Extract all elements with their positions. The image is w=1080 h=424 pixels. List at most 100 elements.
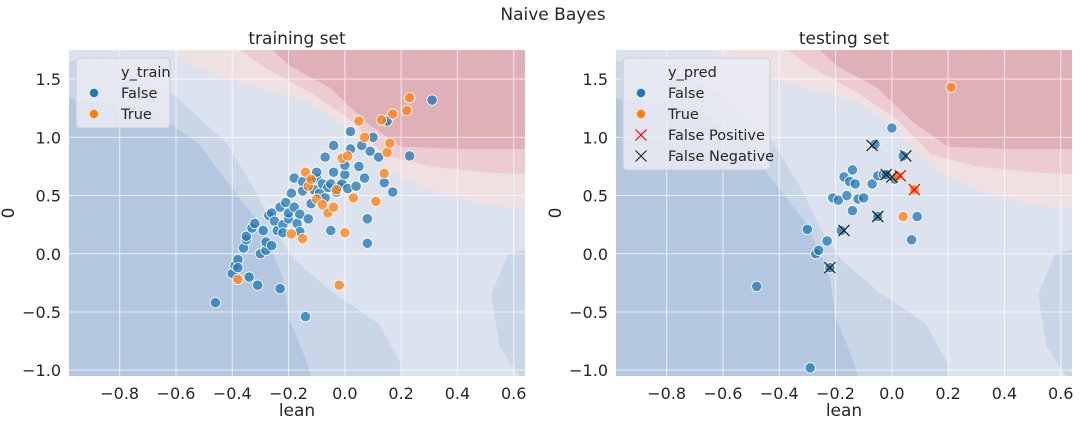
false-point (251, 279, 264, 291)
false-point (849, 178, 861, 190)
contour-blue-3 (69, 98, 312, 376)
false-point (869, 138, 881, 150)
false-point (319, 151, 331, 163)
true-point (342, 150, 354, 162)
legend-marker (89, 109, 99, 119)
true-point (401, 104, 413, 117)
true-point (353, 115, 365, 127)
true-point (305, 173, 317, 185)
true-point (897, 210, 909, 223)
false-point (813, 244, 825, 256)
contour-red-3 (272, 50, 525, 149)
y-tick-label: 0.0 (36, 245, 61, 264)
false-point (325, 224, 337, 237)
false-negative-marker (885, 170, 898, 183)
false-point (299, 311, 312, 323)
true-point (370, 195, 382, 207)
true-point (403, 92, 416, 104)
y-tick-label: −0.5 (22, 303, 61, 322)
true-point (378, 167, 390, 180)
true-point (358, 131, 371, 143)
y-tick-label: 0.5 (36, 187, 61, 206)
false-point (285, 187, 297, 199)
x-tick-label: −0.6 (704, 384, 743, 403)
false-point (804, 362, 816, 374)
false-point (378, 177, 390, 189)
true-point (387, 108, 399, 120)
points (751, 81, 957, 374)
legend: y_pred False True False Positive False Negat… (622, 57, 774, 171)
legend-entry-label: True (120, 107, 152, 123)
false-point (361, 213, 373, 225)
x-tick-label: −0.6 (157, 384, 196, 403)
false-point (350, 180, 362, 192)
true-point (384, 137, 396, 149)
false-point (249, 217, 261, 230)
true-point (333, 279, 345, 291)
panel-title: testing set (799, 29, 890, 49)
panel-title: training set (248, 29, 346, 49)
x-tick-label: −0.2 (816, 384, 855, 403)
legend-marker (89, 88, 99, 98)
legend-marker (635, 150, 647, 162)
legend-entry-label: False (121, 86, 157, 102)
points (209, 92, 438, 323)
false-positive-marker (908, 183, 921, 196)
x-axis-label: lean (826, 401, 862, 421)
x-tick-label: 0.4 (445, 384, 470, 403)
false-negative-marker (866, 139, 879, 152)
false-negative-marker (899, 149, 912, 162)
true-point (347, 192, 359, 204)
false-point (266, 240, 278, 252)
false-point (911, 210, 923, 223)
true-point (330, 184, 343, 196)
x-tick-label: 0.4 (992, 384, 1017, 403)
x-tick-label: 0.2 (388, 384, 413, 403)
x-tick-label: −0.8 (100, 384, 139, 403)
legend: y_train False True (75, 57, 171, 129)
false-point (294, 208, 306, 220)
false-point (339, 168, 351, 181)
false-negative-marker (823, 261, 836, 274)
x-tick-label: 0.2 (935, 384, 960, 403)
false-negative-marker (871, 210, 884, 223)
true-point (375, 114, 388, 126)
false-point (897, 150, 909, 162)
true-point (945, 81, 957, 93)
false-point (280, 196, 292, 209)
false-point (426, 94, 438, 106)
x-tick-label: −0.4 (760, 384, 799, 403)
false-point (243, 271, 255, 283)
testing-set-panel: −0.8 −0.6 −0.4 −0.2 0.0 0.2 0.4 0.6 −1.0 −0.5 0.0 0… (546, 29, 1073, 421)
false-point (846, 164, 859, 176)
false-point (327, 139, 340, 152)
y-tick-label: 0.5 (583, 187, 608, 206)
x-tick-label: 0.0 (879, 384, 904, 403)
legend-box (622, 57, 771, 171)
false-point (387, 186, 399, 198)
false-point (846, 205, 859, 217)
y-tick-label: 1.5 (583, 70, 608, 89)
false-point (866, 178, 878, 190)
decision-contours (616, 50, 1072, 376)
false-point (801, 223, 814, 235)
true-point (316, 199, 328, 211)
y-tick-label: 1.0 (583, 128, 608, 147)
legend-entry-label: False Positive (668, 128, 765, 144)
y-tick-label: 0.0 (583, 245, 608, 264)
contour-red-3 (819, 50, 1072, 149)
false-negative-marker (838, 224, 850, 237)
training-set-panel: −0.8 −0.6 −0.4 −0.2 0.0 0.2 0.4 0.6 −1.0 −0.5 0.0 0… (0, 29, 526, 421)
figure-title: Naive Bayes (500, 5, 605, 25)
y-tick-label: −0.5 (569, 303, 608, 322)
contour-blue-right (491, 249, 525, 376)
false-point (373, 151, 385, 163)
false-point (327, 166, 340, 178)
false-point (821, 235, 833, 247)
legend-entry-label: True (667, 107, 699, 123)
x-tick-label: 0.6 (501, 384, 526, 403)
x-tick-label: 0.0 (332, 384, 357, 403)
legend-title: y_pred (668, 65, 717, 81)
x-tick-label: 0.6 (1048, 384, 1073, 403)
